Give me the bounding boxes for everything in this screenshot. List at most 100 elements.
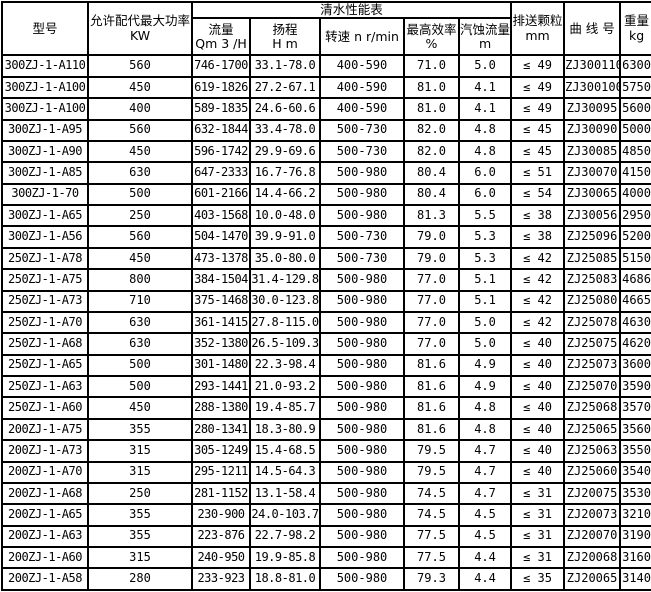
cell-model: 200ZJ-1-A58 bbox=[1, 567, 89, 591]
cell-npsh: 4.8 bbox=[457, 118, 513, 142]
cell-speed: 500-980 bbox=[319, 310, 405, 335]
cell-npsh: 4.8 bbox=[457, 139, 513, 164]
cell-flow: 280-1341 bbox=[191, 417, 251, 442]
cell-head: 13.1-58.4 bbox=[249, 481, 321, 506]
cell-power: 630 bbox=[87, 332, 193, 356]
table-row: 200ZJ-1-A65 355 230-900 24.0-103.7 500-980 74… bbox=[1, 503, 651, 527]
cell-curve: ZJ30090 bbox=[563, 118, 622, 142]
cell-power: 710 bbox=[87, 289, 193, 313]
cell-weight: 4150 bbox=[619, 161, 651, 185]
cell-speed: 500-980 bbox=[319, 268, 405, 292]
cell-curve: ZJ300110 bbox=[563, 54, 622, 78]
cell-curve: ZJ25078 bbox=[563, 310, 622, 335]
cell-flow: 305-1249 bbox=[191, 439, 251, 463]
header-npsh-line2: m bbox=[478, 35, 492, 51]
cell-flow: 632-1844 bbox=[191, 118, 251, 142]
table-row: 300ZJ-1-70 500 601-2166 14.4-66.2 500-980 80.… bbox=[1, 182, 651, 207]
cell-weight: 5150 bbox=[619, 246, 651, 271]
cell-power: 560 bbox=[87, 225, 193, 249]
cell-power: 500 bbox=[87, 182, 193, 207]
cell-curve: ZJ20065 bbox=[563, 567, 622, 591]
header-speed: 转速 n r/min bbox=[319, 17, 405, 57]
cell-speed: 500-980 bbox=[319, 481, 405, 506]
cell-power: 450 bbox=[87, 75, 193, 100]
cell-curve: ZJ25073 bbox=[563, 353, 622, 378]
cell-particle: ≤ 49 bbox=[510, 54, 566, 78]
header-efficiency: 最高效率 % bbox=[403, 17, 460, 57]
cell-particle: ≤ 49 bbox=[510, 75, 566, 100]
cell-efficiency: 77.0 bbox=[403, 310, 460, 335]
cell-weight: 4620 bbox=[619, 332, 651, 356]
cell-npsh: 4.5 bbox=[457, 524, 513, 549]
cell-flow: 619-1826 bbox=[191, 75, 251, 100]
cell-speed: 500-730 bbox=[319, 225, 405, 249]
cell-flow: 647-2333 bbox=[191, 161, 251, 185]
cell-curve: ZJ20068 bbox=[563, 545, 622, 570]
cell-flow: 223-876 bbox=[191, 524, 251, 549]
cell-curve: ZJ30085 bbox=[563, 139, 622, 164]
cell-model: 300ZJ-1-A56 bbox=[1, 225, 89, 249]
cell-curve: ZJ300100 bbox=[563, 75, 622, 100]
cell-npsh: 4.4 bbox=[457, 567, 513, 591]
cell-particle: ≤ 40 bbox=[510, 460, 566, 484]
cell-power: 280 bbox=[87, 567, 193, 591]
table-row: 250ZJ-1-A78 450 473-1378 35.0-80.0 500-730 79… bbox=[1, 246, 651, 271]
cell-efficiency: 80.4 bbox=[403, 182, 460, 207]
cell-power: 355 bbox=[87, 503, 193, 527]
cell-model: 200ZJ-1-A70 bbox=[1, 460, 89, 484]
cell-speed: 500-730 bbox=[319, 139, 405, 164]
table-row: 250ZJ-1-A63 500 293-1441 21.0-93.2 500-980 81… bbox=[1, 374, 651, 399]
cell-efficiency: 81.6 bbox=[403, 353, 460, 378]
cell-particle: ≤ 49 bbox=[510, 97, 566, 121]
cell-flow: 240-950 bbox=[191, 545, 251, 570]
table-row: 200ZJ-1-A73 315 305-1249 15.4-68.5 500-980 79… bbox=[1, 439, 651, 463]
cell-efficiency: 81.0 bbox=[403, 97, 460, 121]
cell-power: 400 bbox=[87, 97, 193, 121]
cell-efficiency: 81.6 bbox=[403, 374, 460, 399]
cell-model: 300ZJ-1-A100 bbox=[1, 97, 89, 121]
cell-curve: ZJ30056 bbox=[563, 203, 622, 228]
header-max-power: 允许配代最大功率 KW bbox=[87, 0, 193, 57]
cell-particle: ≤ 54 bbox=[510, 182, 566, 207]
cell-model: 250ZJ-1-A65 bbox=[1, 353, 89, 378]
cell-particle: ≤ 31 bbox=[510, 503, 566, 527]
header-curve-number: 曲 线 号 bbox=[563, 0, 622, 57]
cell-speed: 500-980 bbox=[319, 503, 405, 527]
cell-efficiency: 77.0 bbox=[403, 332, 460, 356]
header-particle-line2: mm bbox=[525, 27, 550, 43]
cell-flow: 473-1378 bbox=[191, 246, 251, 271]
cell-model: 200ZJ-1-A65 bbox=[1, 503, 89, 527]
cell-weight: 5000 bbox=[619, 118, 651, 142]
cell-head: 19.9-85.8 bbox=[249, 545, 321, 570]
cell-flow: 301-1480 bbox=[191, 353, 251, 378]
cell-efficiency: 79.0 bbox=[403, 246, 460, 271]
cell-efficiency: 81.0 bbox=[403, 75, 460, 100]
cell-curve: ZJ20073 bbox=[563, 503, 622, 527]
cell-npsh: 4.4 bbox=[457, 545, 513, 570]
cell-flow: 295-1211 bbox=[191, 460, 251, 484]
cell-head: 24.0-103.7 bbox=[249, 503, 321, 527]
cell-efficiency: 79.5 bbox=[403, 460, 460, 484]
table-row: 300ZJ-1-A65 250 403-1568 10.0-48.0 500-980 81… bbox=[1, 203, 651, 228]
header-weight: 重量 kg bbox=[619, 0, 651, 57]
cell-curve: ZJ25080 bbox=[563, 289, 622, 313]
cell-model: 250ZJ-1-A73 bbox=[1, 289, 89, 313]
cell-particle: ≤ 45 bbox=[510, 118, 566, 142]
cell-weight: 3190 bbox=[619, 524, 651, 549]
header-flow: 流量 Qm 3 /H bbox=[191, 17, 251, 57]
cell-flow: 281-1152 bbox=[191, 481, 251, 506]
cell-weight: 3540 bbox=[619, 460, 651, 484]
header-max-power-line1: 允许配代最大功率 bbox=[89, 13, 190, 29]
cell-speed: 500-730 bbox=[319, 246, 405, 271]
header-weight-line2: kg bbox=[628, 27, 645, 43]
cell-curve: ZJ25063 bbox=[563, 439, 622, 463]
cell-speed: 500-730 bbox=[319, 118, 405, 142]
cell-model: 200ZJ-1-A68 bbox=[1, 481, 89, 506]
table-row: 300ZJ-1-A100 400 589-1835 24.6-60.6 400-590 8… bbox=[1, 97, 651, 121]
cell-npsh: 5.0 bbox=[457, 332, 513, 356]
cell-power: 560 bbox=[87, 118, 193, 142]
cell-weight: 3560 bbox=[619, 417, 651, 442]
cell-curve: ZJ30065 bbox=[563, 182, 622, 207]
cell-head: 24.6-60.6 bbox=[249, 97, 321, 121]
cell-speed: 500-980 bbox=[319, 332, 405, 356]
